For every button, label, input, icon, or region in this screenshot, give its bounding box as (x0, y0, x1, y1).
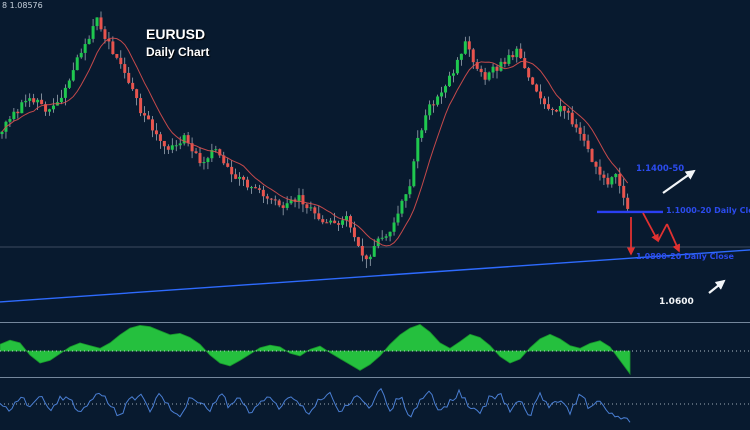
chart-symbol-title: EURUSD (146, 26, 206, 42)
ascending-trendline[interactable] (0, 249, 750, 303)
red-zigzag-arrow-1[interactable] (642, 212, 659, 243)
white-up-arrow[interactable] (662, 169, 696, 194)
oscillator-green-area (0, 324, 631, 376)
candlestick-series (0, 11, 630, 269)
level-label-0600: 1.0600 (659, 297, 694, 307)
red-zigzag-arrow-2[interactable] (666, 223, 681, 253)
oscillator-blue-line (0, 387, 631, 423)
red-zigzag-connector[interactable] (657, 223, 668, 242)
level-label-1400-50: 1.1400-50 (636, 164, 685, 174)
moving-average-line (1, 37, 629, 247)
level-label-1000-20-daily-close: 1.1000-20 Daily Close (666, 206, 750, 215)
chart-timeframe-title: Daily Chart (146, 45, 210, 59)
white-small-up-arrow[interactable] (708, 279, 726, 294)
quote-info: 8 1.08576 (2, 1, 43, 10)
level-label-0800-20-daily-close: 1.0800-20 Daily Close (636, 252, 734, 261)
